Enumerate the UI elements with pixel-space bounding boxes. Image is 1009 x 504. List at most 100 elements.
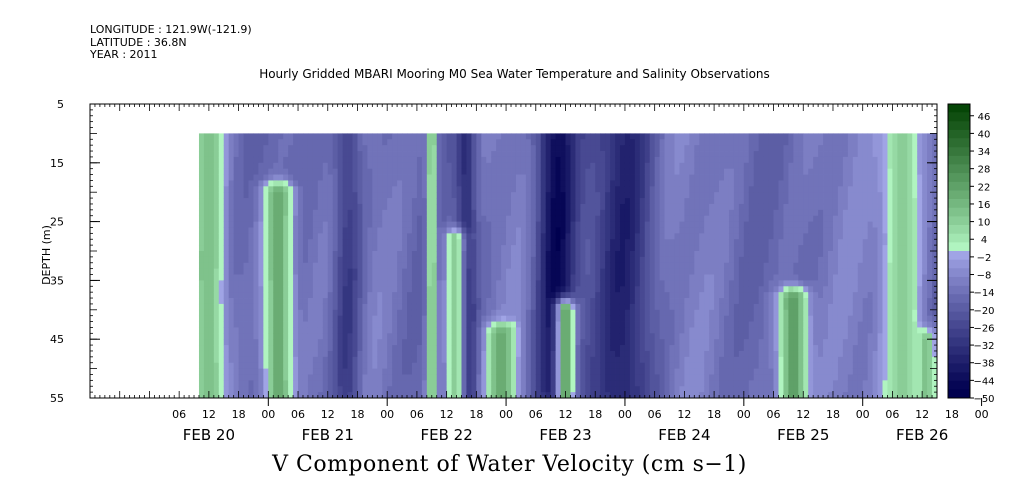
heatmap-cell	[491, 286, 497, 293]
heatmap-cell	[218, 227, 225, 234]
heatmap-cell	[728, 162, 735, 170]
heatmap-cell	[654, 192, 661, 199]
heatmap-cell	[298, 303, 304, 311]
heatmap-cell	[347, 327, 353, 334]
heatmap-cell	[421, 192, 428, 199]
heatmap-cell	[719, 268, 725, 275]
heatmap-cell	[714, 156, 720, 164]
heatmap-cell	[644, 362, 651, 369]
heatmap-cell	[372, 280, 378, 287]
heatmap-cell	[446, 156, 452, 164]
heatmap-cell	[263, 256, 269, 264]
heatmap-cell	[689, 145, 695, 152]
heatmap-cell	[525, 268, 532, 275]
heatmap-cell	[377, 262, 383, 270]
heatmap-cell	[550, 156, 556, 164]
heatmap-cell	[689, 251, 695, 258]
heatmap-cell	[218, 139, 225, 146]
heatmap-cell	[595, 339, 601, 346]
heatmap-cell	[218, 203, 225, 211]
heatmap-cell	[218, 368, 225, 375]
heatmap-cell	[679, 145, 685, 152]
heatmap-cell	[402, 227, 408, 234]
heatmap-cell	[312, 239, 319, 246]
heatmap-cell	[312, 203, 319, 211]
heatmap-cell	[684, 374, 690, 381]
heatmap-cell	[312, 139, 319, 146]
heatmap-cell	[293, 192, 299, 199]
heatmap-cell	[471, 145, 477, 152]
heatmap-cell	[411, 350, 418, 358]
heatmap-cell	[694, 192, 700, 199]
heatmap-cell	[387, 156, 393, 164]
heatmap-cell	[362, 174, 368, 181]
heatmap-cell	[520, 145, 527, 152]
heatmap-cell	[684, 203, 690, 211]
heatmap-cell	[471, 233, 477, 240]
heatmap-cell	[704, 392, 710, 399]
heatmap-cell	[694, 350, 700, 358]
heatmap-cell	[595, 186, 601, 193]
heatmap-cell	[669, 209, 675, 217]
heatmap-cell	[560, 198, 566, 205]
heatmap-cell	[733, 356, 740, 364]
heatmap-cell	[337, 280, 344, 287]
heatmap-cell	[501, 139, 507, 146]
heatmap-cell	[426, 215, 433, 222]
heatmap-cell	[471, 221, 477, 228]
heatmap-cell	[263, 286, 269, 293]
heatmap-cell	[397, 151, 403, 158]
heatmap-cell	[629, 374, 636, 381]
heatmap-cell	[560, 327, 566, 334]
heatmap-cell	[411, 392, 418, 399]
heatmap-cell	[298, 368, 304, 375]
heatmap-cell	[223, 292, 230, 299]
heatmap-cell	[446, 145, 452, 152]
heatmap-cell	[317, 350, 324, 358]
heatmap-cell	[397, 327, 403, 334]
heatmap-cell	[634, 309, 641, 317]
heatmap-cell	[496, 133, 502, 140]
heatmap-cell	[352, 256, 358, 264]
heatmap-cell	[367, 280, 373, 287]
heatmap-cell	[372, 186, 378, 193]
heatmap-cell	[595, 192, 601, 199]
heatmap-cell	[208, 386, 215, 393]
heatmap-cell	[248, 186, 254, 193]
heatmap-cell	[218, 303, 225, 311]
heatmap-cell	[520, 192, 527, 199]
heatmap-cell	[580, 239, 586, 246]
heatmap-cell	[451, 303, 457, 311]
heatmap-cell	[669, 286, 675, 293]
heatmap-cell	[337, 139, 344, 146]
heatmap-cell	[411, 286, 418, 293]
heatmap-cell	[456, 392, 462, 399]
heatmap-cell	[515, 245, 522, 252]
heatmap-cell	[431, 156, 438, 164]
heatmap-cell	[352, 203, 358, 211]
heatmap-cell	[570, 386, 576, 393]
heatmap-cell	[714, 309, 720, 317]
heatmap-cell	[511, 180, 517, 187]
heatmap-cell	[278, 386, 284, 393]
heatmap-cell	[283, 392, 289, 399]
heatmap-cell	[248, 209, 254, 217]
heatmap-cell	[724, 292, 730, 299]
heatmap-cell	[570, 298, 576, 305]
heatmap-cell	[530, 156, 537, 164]
heatmap-cell	[228, 268, 235, 275]
heatmap-cell	[293, 156, 299, 164]
heatmap-cell	[565, 233, 571, 240]
heatmap-cell	[471, 139, 477, 146]
heatmap-cell	[456, 368, 462, 375]
heatmap-cell	[322, 333, 329, 340]
heatmap-cell	[550, 198, 556, 205]
heatmap-cell	[501, 133, 507, 140]
heatmap-cell	[392, 339, 398, 346]
heatmap-cell	[302, 133, 309, 140]
heatmap-cell	[669, 245, 675, 252]
heatmap-cell	[639, 198, 646, 205]
heatmap-cell	[615, 162, 621, 170]
heatmap-cell	[525, 227, 532, 234]
heatmap-cell	[560, 298, 566, 305]
